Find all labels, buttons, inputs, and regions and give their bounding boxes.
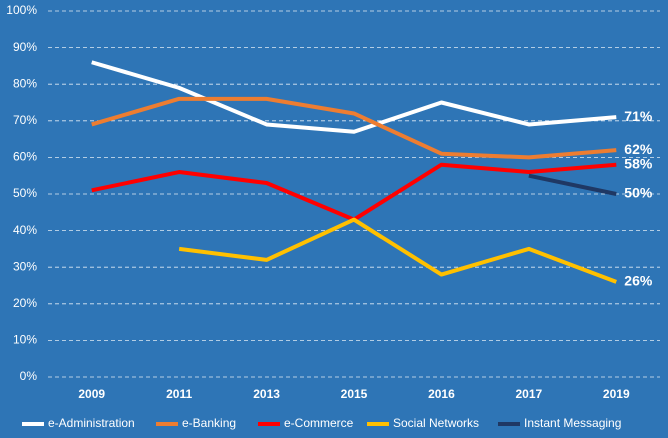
series-line	[528, 173, 617, 196]
y-tick-label: 50%	[13, 186, 37, 200]
y-tick-label: 40%	[13, 223, 37, 237]
y-tick-label: 30%	[13, 259, 37, 273]
value-label: 26%	[624, 273, 653, 289]
legend-label: Social Networks	[393, 416, 479, 430]
legend-label: Instant Messaging	[524, 416, 621, 430]
legend-label: e-Commerce	[284, 416, 354, 430]
y-tick-label: 100%	[6, 3, 37, 17]
y-tick-label: 90%	[13, 40, 37, 54]
legend-label: e-Administration	[48, 416, 135, 430]
x-tick-label: 2009	[78, 387, 105, 401]
series-line	[91, 96, 617, 160]
y-tick-label: 80%	[13, 76, 37, 90]
y-tick-label: 10%	[13, 333, 37, 347]
value-label: 50%	[624, 185, 653, 201]
x-tick-label: 2011	[166, 387, 192, 401]
x-tick-label: 2016	[428, 387, 455, 401]
value-label: 71%	[624, 108, 653, 124]
x-tick-label: 2017	[516, 387, 543, 401]
value-label: 62%	[624, 141, 653, 157]
series-line	[91, 60, 617, 134]
y-tick-label: 70%	[13, 113, 37, 127]
series-line	[178, 217, 617, 284]
y-tick-label: 60%	[13, 150, 37, 164]
legend-label: e-Banking	[182, 416, 236, 430]
y-tick-label: 0%	[20, 369, 38, 383]
y-tick-label: 20%	[13, 296, 37, 310]
x-tick-label: 2019	[603, 387, 630, 401]
x-tick-label: 2013	[253, 387, 280, 401]
x-tick-label: 2015	[341, 387, 368, 401]
value-label: 58%	[624, 155, 653, 171]
